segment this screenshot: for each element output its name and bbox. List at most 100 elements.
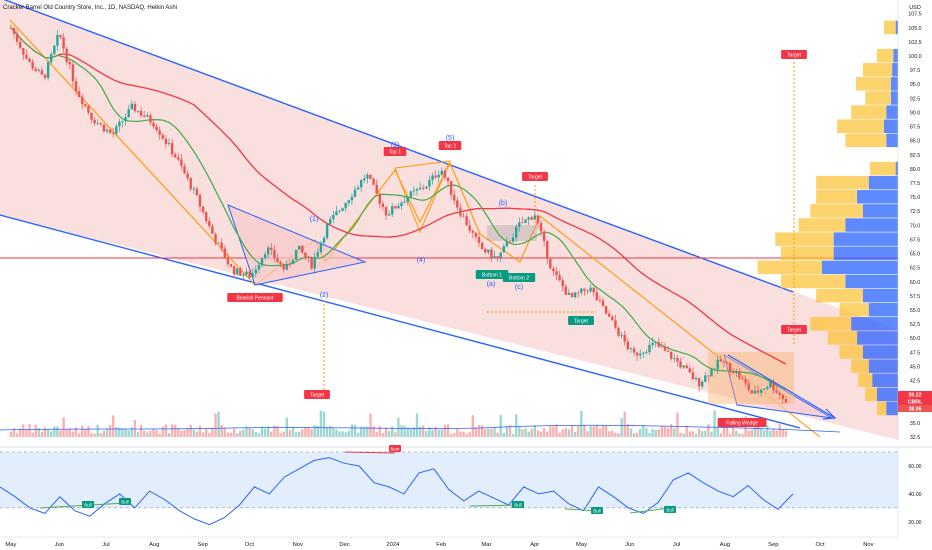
volume-profile-down (865, 387, 877, 402)
pattern-label-box (475, 270, 509, 279)
volume-bar (589, 426, 592, 437)
candle-body (205, 212, 208, 222)
volume-bar (118, 427, 121, 437)
candle-body (533, 215, 537, 220)
volume-bar (468, 432, 471, 437)
candle-body (400, 202, 403, 207)
volume-bar (350, 424, 354, 437)
x-tick-label: Jun (55, 542, 64, 548)
volume-bar (688, 431, 692, 437)
pattern-label-box (227, 293, 283, 302)
volume-bar (96, 424, 99, 437)
volume-bar (542, 428, 546, 437)
rsi-line (0, 457, 794, 526)
volume-profile-up (868, 302, 898, 317)
volume-bar (239, 430, 242, 437)
volume-bar (115, 426, 118, 437)
projection-arrow-head (822, 408, 837, 420)
volume-bar (747, 430, 750, 437)
volume-bar (694, 433, 698, 437)
y-tick-label: 82.5 (910, 153, 920, 159)
volume-profile-down (757, 260, 822, 275)
candle-body (59, 35, 62, 38)
volume-bar (508, 425, 512, 437)
volume-bar (263, 428, 267, 437)
candle-body (143, 115, 146, 117)
volume-bar (499, 415, 502, 437)
candle-body (68, 61, 72, 65)
pattern-label-box (383, 147, 407, 156)
candle-body (242, 274, 245, 276)
candle-body (316, 252, 320, 257)
last-value-tag (898, 391, 932, 398)
volume-bar (446, 424, 450, 437)
volume-profile-down (858, 373, 873, 388)
candle-body (437, 174, 440, 178)
candle-body (329, 219, 332, 224)
candle-body (108, 129, 112, 133)
volume-profile-up (845, 274, 898, 289)
last-value-tag (898, 398, 932, 405)
volume-bar (146, 432, 149, 437)
y-tick-label: 105.0 (908, 26, 921, 32)
volume-bar (322, 411, 326, 437)
volume-bar (666, 427, 670, 437)
volume-bar (25, 429, 28, 437)
volume-bar (604, 425, 608, 437)
volume-bar (511, 433, 515, 437)
volume-bar (310, 428, 313, 437)
x-tick-label: Sep (768, 542, 778, 548)
volume-profile-up (833, 232, 898, 246)
candle-body (558, 275, 561, 281)
x-tick-label: Sep (198, 542, 208, 548)
volume-profile-down (816, 175, 869, 190)
candle-body (632, 348, 636, 353)
wave-label: (b) (499, 200, 508, 207)
double-bottom-box (487, 225, 537, 241)
candle-body (46, 62, 50, 78)
candle-body (598, 299, 602, 301)
volume-bar (663, 426, 667, 437)
candle-body (657, 342, 661, 347)
candle-body (542, 231, 546, 241)
candle-body (539, 223, 543, 232)
volume-bar (143, 430, 146, 437)
volume-bar (474, 427, 478, 437)
candle-body (784, 399, 788, 403)
candle-body (189, 177, 192, 190)
candle-body (573, 292, 577, 298)
volume-bar (344, 432, 347, 437)
volume-profile-down (851, 359, 869, 373)
pattern-label-box (522, 172, 548, 181)
candle-body (626, 341, 630, 350)
candle-body (564, 286, 568, 295)
volume-bar (626, 424, 630, 437)
volume-bar (180, 430, 183, 437)
pattern-label-text: Top 1 (389, 150, 401, 156)
volume-bar (313, 425, 316, 437)
candle-body (344, 202, 347, 209)
candle-body (381, 203, 385, 207)
candle-body (601, 300, 605, 307)
y-tick-label: 100.0 (908, 54, 921, 60)
candle-body (663, 347, 667, 351)
rsi-signals: Bull Bull Bear Bull Bull Bull (82, 445, 676, 514)
volume-bar (40, 431, 44, 437)
candle-body (220, 242, 223, 249)
x-tick-label: Apr (530, 542, 539, 548)
candle-body (679, 361, 682, 368)
candle-body (474, 232, 478, 237)
y-tick-label: 90.0 (910, 110, 920, 116)
volume-bar (223, 427, 227, 437)
volume-bar (136, 432, 140, 437)
volume-bar (564, 428, 568, 437)
volume-bar (648, 432, 651, 437)
candle-body (769, 381, 772, 388)
x-tick-label: Aug (720, 542, 730, 548)
volume-bar (294, 432, 298, 437)
candle-body (682, 365, 685, 368)
volume-bar (431, 429, 434, 437)
candle-body (167, 142, 171, 144)
volume-profile-up (883, 119, 898, 133)
